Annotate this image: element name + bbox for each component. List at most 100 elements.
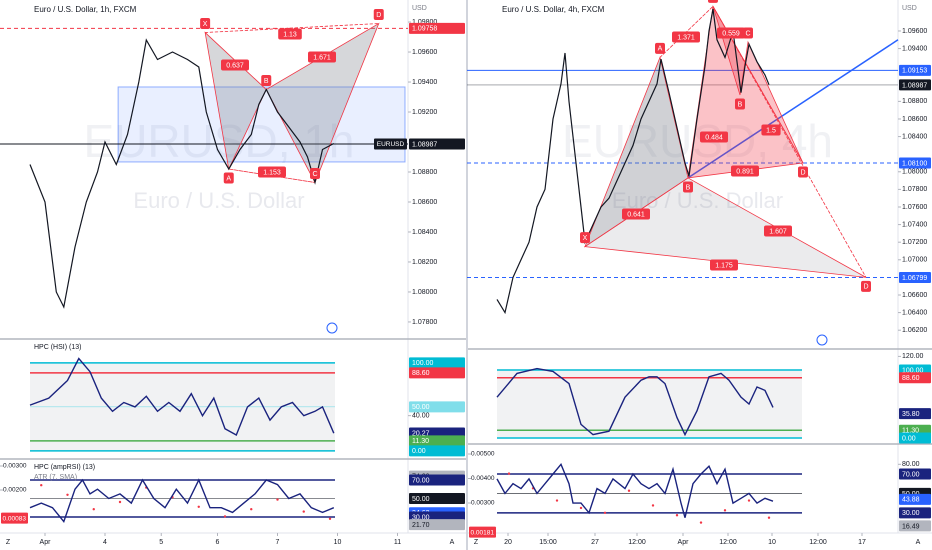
pattern-ratio-box	[717, 27, 745, 39]
price-badge	[409, 22, 465, 34]
corner-button[interactable]: Z	[474, 539, 479, 546]
price-line	[29, 38, 335, 309]
pattern-ratio: 0.484	[705, 134, 723, 141]
atr-dot	[92, 507, 95, 511]
y-tick-label: 1.08200	[412, 259, 437, 266]
pattern-ratio-box	[221, 59, 249, 71]
price-badge-label: 100.00	[412, 360, 434, 367]
pattern-ratio: 1.153	[263, 169, 281, 176]
atr-dot	[250, 507, 253, 511]
y-tick-label: 1.07200	[902, 239, 927, 246]
atr-dot	[328, 517, 332, 520]
price-badge-label: 50.00	[412, 404, 430, 411]
price-badge	[899, 64, 931, 76]
watermark-symbol: EURUSD, 4h	[562, 115, 833, 167]
y-tick-label: 0.00300	[471, 500, 495, 507]
y-tick-label: 120.00	[902, 353, 924, 360]
atr-dot	[66, 493, 69, 496]
x-tick-label: 10	[334, 539, 342, 546]
x-tick-label: 11	[394, 539, 401, 546]
y-tick-label: 1.07400	[902, 221, 927, 228]
y-tick-label: 0.00500	[471, 451, 495, 458]
pattern-point	[373, 9, 384, 21]
y-tick-label: 1.08400	[902, 133, 927, 140]
pattern-ratio: 1.607	[769, 228, 787, 235]
y-tick-label: 1.09600	[902, 28, 927, 35]
lightning-icon	[816, 334, 828, 346]
price-badge-label: 20.27	[412, 430, 430, 437]
indicator-subtitle: ATR (7, SMA)	[34, 474, 77, 481]
lightning-icon	[326, 322, 338, 334]
indicator-title: HPC (ampRSI) (13)	[34, 464, 95, 471]
x-tick-label: 10	[768, 539, 776, 546]
indicator-line	[496, 462, 774, 518]
corner-button[interactable]: Z	[6, 539, 11, 546]
price-badge	[899, 79, 931, 91]
price-badge	[409, 435, 465, 447]
atr-badge-label: 0.00181	[471, 529, 495, 536]
y-tick-label: 1.08000	[412, 289, 437, 296]
pattern-ratio-box	[761, 124, 781, 136]
pattern-point-label: A	[226, 175, 231, 182]
price-badge-label: 30.00	[902, 510, 920, 517]
x-tick-label: Apr	[40, 539, 52, 546]
price-badge	[409, 138, 465, 150]
pattern-point-label: B	[686, 184, 691, 191]
price-badge-label: 88.60	[902, 375, 920, 382]
corner-button[interactable]: A	[916, 539, 921, 546]
price-badge	[899, 408, 931, 420]
price-badge-label: 88.60	[412, 370, 430, 377]
pattern-point	[708, 0, 718, 3]
atr-dot	[276, 498, 279, 501]
y-tick-label: 1.09600	[412, 49, 437, 56]
y-tick-label: 1.09400	[902, 45, 927, 52]
y-tick-label: 1.08800	[412, 169, 437, 176]
y-tick-label: 1.07800	[902, 186, 927, 193]
price-badge-label: 21.70	[412, 522, 430, 529]
pattern-point-label: D	[376, 12, 381, 19]
x-tick-label: 12:00	[809, 539, 827, 546]
x-tick-label: 12:00	[628, 539, 646, 546]
pattern-point-label: B	[264, 78, 269, 85]
atr-dot	[579, 506, 583, 510]
price-badge	[899, 271, 931, 283]
indicator-line	[29, 357, 335, 436]
atr-badge-label: 0.00083	[3, 515, 27, 522]
price-badge-label: 100.00	[902, 367, 924, 374]
y-tick-label: 1.08800	[902, 98, 927, 105]
pattern-ratio: 1.13	[283, 31, 297, 38]
price-badge	[899, 432, 931, 444]
currency-label: USD	[902, 5, 917, 12]
pattern-ratio: 1.371	[677, 34, 695, 41]
atr-badge	[1, 512, 28, 524]
watermark: Euro / U.S. Dollar	[133, 188, 304, 213]
y-tick-label: 80.00	[902, 461, 920, 468]
pattern-ratio-box	[622, 208, 650, 220]
indicator-line	[496, 367, 774, 437]
pattern-point-label: B	[738, 101, 743, 108]
pattern-point-label: X	[203, 21, 208, 28]
atr-dot	[747, 499, 751, 502]
pattern-ratio-line	[205, 23, 379, 33]
price-badge-label: 70.00	[902, 471, 920, 478]
pattern-ratio-box	[731, 165, 759, 177]
price-badge	[409, 401, 465, 413]
y-tick-label: 1.08400	[412, 229, 437, 236]
atr-dot	[767, 516, 771, 519]
pattern-ratio: 0.641	[627, 211, 645, 218]
indicator-band	[497, 369, 802, 438]
pattern-point-label: C	[710, 0, 715, 2]
price-badge	[409, 519, 465, 531]
pattern-ratio-box	[700, 131, 728, 143]
corner-button[interactable]: A	[450, 539, 455, 546]
pattern-ratio: 1.671	[313, 54, 331, 61]
pattern-ratio: 0.637	[226, 62, 244, 69]
price-badge-label: 1.06799	[902, 275, 927, 282]
pattern-point-label: C	[312, 171, 317, 178]
pattern-ratio-box	[278, 28, 302, 40]
pattern-point-label: D	[863, 284, 868, 291]
y-tick-label: 1.07000	[902, 257, 927, 264]
atr-dot	[223, 515, 227, 518]
pattern-ratio-box	[710, 259, 738, 271]
pattern-point	[580, 232, 590, 244]
